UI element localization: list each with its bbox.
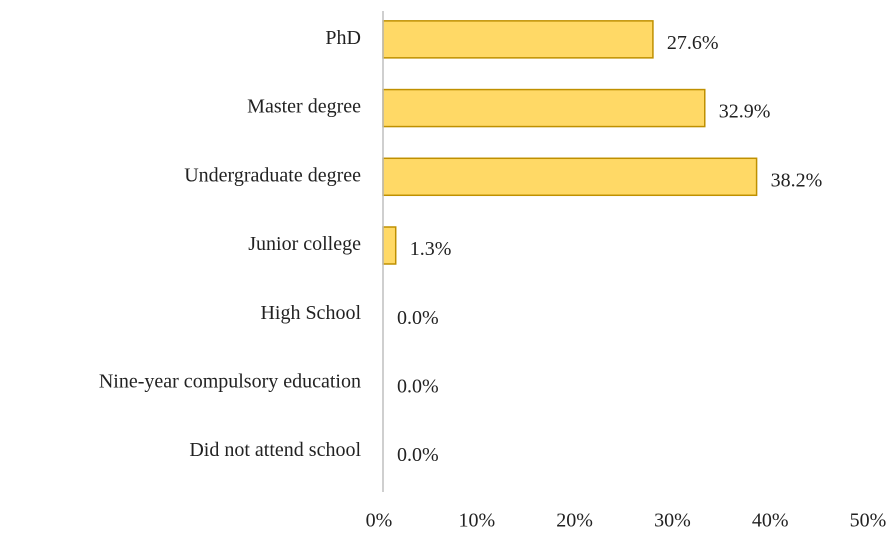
data-label: 27.6% xyxy=(667,32,719,54)
x-tick-label: 20% xyxy=(556,510,593,532)
data-label: 0.0% xyxy=(397,307,439,329)
bar xyxy=(382,88,706,128)
y-tick-label: Undergraduate degree xyxy=(184,164,361,186)
data-label: 0.0% xyxy=(397,376,439,398)
bar xyxy=(382,157,758,197)
y-tick-label: Did not attend school xyxy=(189,439,361,461)
x-tick-label: 0% xyxy=(366,510,393,532)
y-tick-label: Junior college xyxy=(248,233,361,255)
data-label: 38.2% xyxy=(771,169,823,191)
bar xyxy=(382,20,654,59)
bar xyxy=(382,226,397,265)
data-label: 32.9% xyxy=(719,101,771,123)
data-label: 0.0% xyxy=(397,444,439,466)
y-tick-label: Master degree xyxy=(247,96,361,118)
y-tick-label: Nine-year compulsory education xyxy=(99,371,361,393)
x-tick-label: 30% xyxy=(654,510,691,532)
x-tick-label: 10% xyxy=(458,510,495,532)
x-tick-label: 50% xyxy=(850,510,887,532)
data-label: 1.3% xyxy=(410,238,452,260)
y-tick-label: PhD xyxy=(325,27,361,49)
x-tick-label: 40% xyxy=(752,510,789,532)
y-tick-label: High School xyxy=(260,302,361,324)
